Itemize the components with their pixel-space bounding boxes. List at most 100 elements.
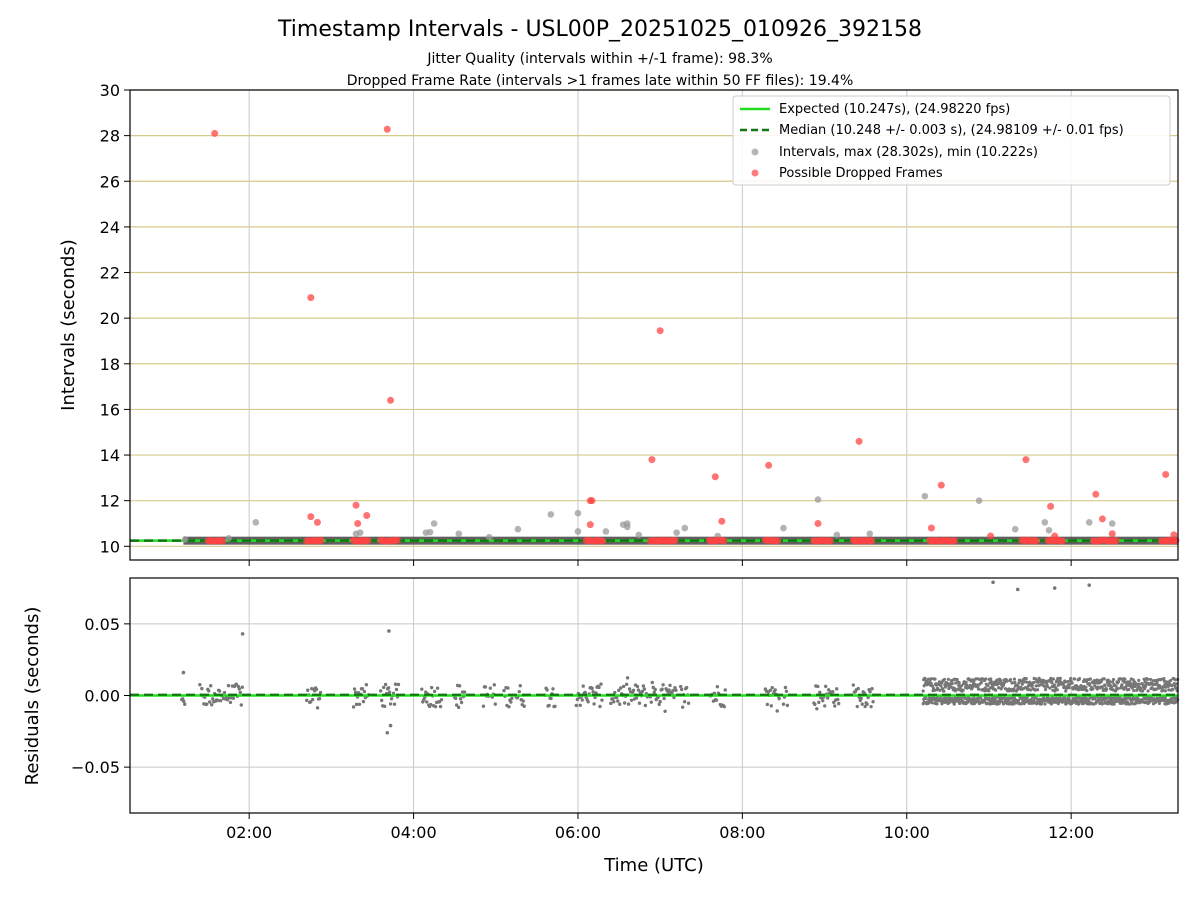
residual-point: [236, 684, 241, 689]
residual-point: [1150, 686, 1154, 690]
interval-point: [181, 536, 189, 543]
dropped-frame-point: [218, 537, 226, 545]
residual-point: [1012, 702, 1016, 706]
residual-point: [1013, 680, 1017, 685]
chart-title: Timestamp Intervals - USL00P_20251025_01…: [277, 17, 922, 42]
residual-point: [942, 689, 946, 693]
residual-point: [364, 682, 369, 687]
residual-outlier-point: [991, 580, 995, 585]
residuals-reference-lines: [130, 693, 1178, 697]
residual-point: [1025, 680, 1029, 684]
residual-point: [1016, 699, 1020, 703]
residual-point: [935, 702, 939, 706]
residual-point: [714, 698, 719, 702]
residual-point: [378, 689, 383, 693]
residual-point: [1162, 677, 1166, 681]
dropped-frame-point: [1092, 490, 1100, 498]
residual-point: [950, 681, 954, 686]
residual-point: [315, 706, 320, 710]
residual-point: [1159, 677, 1163, 681]
residual-point: [506, 686, 510, 690]
residual-point: [553, 704, 557, 709]
residual-point: [1171, 687, 1175, 691]
residual-point: [817, 700, 821, 705]
residual-point: [592, 702, 596, 706]
residual-point: [824, 684, 828, 689]
residual-point: [1128, 682, 1132, 686]
residual-point: [1110, 680, 1115, 684]
interval-point: [455, 530, 463, 538]
residual-point: [1033, 688, 1037, 692]
residual-point: [1111, 677, 1116, 682]
residual-point: [590, 686, 594, 691]
residual-point: [1084, 685, 1088, 689]
residual-point: [1169, 678, 1173, 682]
residual-point: [1109, 685, 1114, 689]
residual-point: [865, 702, 869, 706]
residual-point: [619, 686, 623, 690]
residual-point: [425, 700, 429, 704]
residual-point: [987, 689, 991, 693]
residual-point: [1148, 677, 1153, 682]
residual-point: [518, 683, 522, 688]
residual-point: [663, 709, 667, 714]
residual-point: [353, 690, 358, 695]
residual-point: [318, 690, 323, 695]
residual-point: [625, 676, 630, 680]
residual-point: [661, 683, 665, 687]
residual-point: [631, 688, 636, 693]
dropped-frame-point: [927, 524, 935, 532]
residual-point: [1010, 681, 1015, 685]
residual-point: [388, 702, 393, 706]
residuals-y-ticks: −0.05 0.00 0.05: [71, 615, 130, 777]
residual-point: [930, 701, 934, 705]
residual-point: [1058, 676, 1062, 680]
x-tick-label: 04:00: [391, 823, 437, 842]
residual-point: [1001, 683, 1006, 687]
residual-point: [989, 679, 993, 684]
residual-point: [650, 680, 654, 685]
residual-point: [1108, 680, 1112, 684]
residual-point: [1127, 687, 1131, 692]
residual-point: [231, 696, 236, 700]
interval-point: [975, 497, 983, 504]
interval-point: [547, 511, 555, 518]
residual-point: [680, 705, 685, 709]
residual-point: [775, 709, 779, 713]
residual-point: [1124, 685, 1128, 689]
residual-point: [1075, 696, 1079, 700]
dropped-frame-point: [383, 125, 391, 133]
residual-point: [938, 688, 942, 693]
dropped-frame-point: [354, 519, 362, 527]
residual-point: [680, 687, 684, 692]
residual-point: [649, 700, 653, 704]
residual-point: [952, 686, 956, 690]
dropped-frame-point: [313, 518, 321, 526]
interval-point: [514, 525, 522, 533]
residual-point: [586, 700, 590, 704]
residual-point: [1144, 684, 1148, 688]
interval-point: [814, 496, 822, 503]
intervals-y-tick-label: 28: [100, 127, 120, 146]
residual-point: [1142, 677, 1146, 681]
residual-point: [1088, 683, 1092, 687]
intervals-panel: 10 12 14 16 18 20 22 24 26 28 30 Intervals (second…: [58, 81, 1180, 566]
residual-point: [851, 683, 856, 687]
residual-point: [428, 702, 433, 707]
dropped-frame-point: [656, 327, 664, 335]
residual-point: [617, 688, 621, 693]
residual-point: [723, 688, 727, 692]
dropped-frame-point: [307, 294, 315, 302]
dropped-frame-point: [1170, 531, 1178, 539]
residual-point: [1030, 684, 1034, 688]
residual-point: [972, 679, 976, 683]
residual-point: [955, 677, 959, 682]
residual-point: [522, 704, 526, 708]
residual-point: [997, 686, 1001, 690]
interval-point: [252, 519, 260, 526]
intervals-y-tick-label: 24: [100, 218, 120, 237]
residual-point: [871, 700, 875, 704]
residual-point: [1049, 676, 1053, 680]
residual-point: [1036, 688, 1040, 692]
residual-point: [383, 682, 388, 687]
